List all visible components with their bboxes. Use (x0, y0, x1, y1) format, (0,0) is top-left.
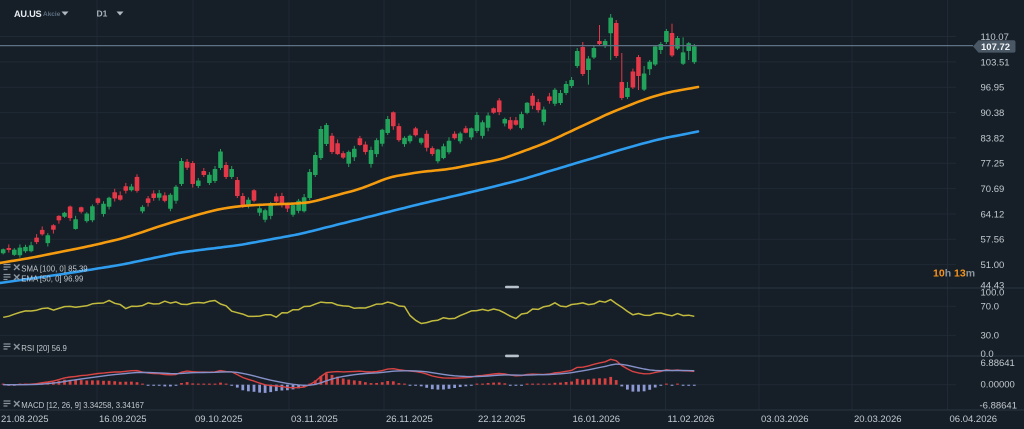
svg-text:77.25: 77.25 (981, 159, 1005, 170)
svg-text:103.51: 103.51 (981, 57, 1010, 68)
svg-text:96.95: 96.95 (981, 83, 1005, 94)
svg-text:100.0: 100.0 (981, 288, 1005, 299)
svg-text:16.09.2025: 16.09.2025 (99, 414, 147, 425)
svg-text:30.0: 30.0 (981, 331, 1000, 342)
svg-text:107.72: 107.72 (981, 42, 1010, 53)
svg-text:44.43: 44.43 (981, 281, 1005, 292)
svg-text:70.69: 70.69 (981, 184, 1005, 195)
svg-text:0.0: 0.0 (981, 349, 994, 360)
svg-text:83.82: 83.82 (981, 133, 1005, 144)
svg-text:09.10.2025: 09.10.2025 (195, 414, 243, 425)
svg-text:Akcie: Akcie (43, 11, 61, 18)
svg-text:0.00000: 0.00000 (981, 379, 1015, 390)
svg-text:22.12.2025: 22.12.2025 (478, 414, 526, 425)
svg-text:RSI [20] 56.9: RSI [20] 56.9 (21, 344, 67, 353)
svg-text:-6.88641: -6.88641 (980, 401, 1018, 412)
svg-text:D1: D1 (97, 9, 108, 19)
svg-text:57.56: 57.56 (981, 235, 1005, 246)
svg-text:03.11.2025: 03.11.2025 (291, 414, 338, 425)
svg-text:26.11.2025: 26.11.2025 (386, 414, 433, 425)
svg-text:SMA [100, 0] 85.39: SMA [100, 0] 85.39 (21, 265, 87, 274)
svg-text:MACD [12, 26, 9] 3.34258, 3.3: MACD [12, 26, 9] 3.34258, 3.34167 (21, 401, 144, 410)
svg-text:11.02.2026: 11.02.2026 (668, 414, 715, 425)
svg-text:110.07: 110.07 (981, 32, 1009, 43)
svg-text:51.00: 51.00 (981, 260, 1005, 271)
svg-text:64.12: 64.12 (981, 209, 1005, 220)
svg-text:EMA [50, 0] 96.99: EMA [50, 0] 96.99 (21, 274, 83, 283)
svg-text:20.03.2026: 20.03.2026 (854, 414, 902, 425)
svg-text:10h 13m: 10h 13m (933, 268, 975, 280)
svg-text:21.08.2025: 21.08.2025 (1, 414, 49, 425)
svg-text:AU.US: AU.US (14, 9, 41, 19)
svg-text:03.03.2026: 03.03.2026 (761, 414, 809, 425)
svg-text:16.01.2026: 16.01.2026 (573, 414, 621, 425)
svg-text:90.38: 90.38 (981, 108, 1005, 119)
svg-text:06.04.2026: 06.04.2026 (950, 414, 998, 425)
svg-text:70.0: 70.0 (981, 302, 1000, 313)
svg-text:6.88641: 6.88641 (981, 358, 1015, 369)
